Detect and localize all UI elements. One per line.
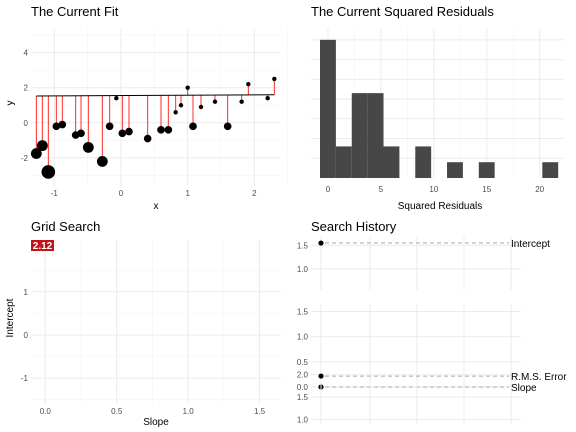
x-tick-label: 0 — [326, 185, 331, 194]
data-point — [52, 122, 61, 131]
data-point — [212, 99, 218, 104]
history-series-label: R.M.S. Error — [511, 372, 567, 383]
squared-residuals-title: The Current Squared Residuals — [311, 4, 494, 19]
data-point — [265, 96, 270, 101]
y-tick-label: -1 — [21, 374, 29, 383]
data-point — [164, 126, 173, 134]
x-tick-label: 0 — [119, 189, 124, 198]
data-point — [272, 76, 277, 82]
data-point — [96, 156, 108, 167]
current-fit-panel: The Current Fit x y -1 0 1 2 -2 0 2 4 — [5, 4, 288, 212]
histogram-bar — [447, 162, 463, 178]
data-point — [105, 122, 114, 131]
x-tick-label: -1 — [51, 189, 59, 198]
y-tick-label: 0 — [24, 119, 29, 128]
data-point — [157, 126, 165, 134]
x-tick-label: 1 — [185, 189, 190, 198]
histogram-bar — [415, 146, 432, 178]
data-point — [185, 85, 190, 90]
history-series-label: Slope — [511, 383, 537, 394]
y-tick-label: 1.0 — [297, 416, 309, 425]
grid-search-xlabel: Slope — [143, 417, 169, 428]
data-point — [189, 122, 197, 131]
y-tick-label: 0.5 — [297, 358, 309, 367]
squared-residuals-panel: The Current Squared Residuals Squared Re… — [311, 4, 564, 212]
data-point — [114, 96, 119, 101]
data-point — [118, 129, 127, 138]
y-tick-label: 0.0 — [297, 383, 309, 392]
y-tick-label: 2 — [24, 84, 29, 93]
y-tick-label: 0 — [24, 331, 29, 340]
x-tick-label: 10 — [429, 185, 438, 194]
history-row-0: 1.0 1.5 Intercept — [297, 236, 550, 290]
data-point — [125, 127, 133, 136]
history-row-2: 1.0 1.5 2.0 R.M.S. Error — [297, 368, 567, 425]
x-tick-label: 0.0 — [40, 407, 52, 416]
search-history-title: Search History — [311, 219, 397, 234]
y-tick-label: 1.0 — [297, 265, 309, 274]
x-tick-label: 20 — [535, 185, 544, 194]
data-point — [143, 134, 152, 143]
y-tick-label: 1.5 — [297, 241, 309, 250]
x-tick-label: 5 — [379, 185, 384, 194]
y-tick-label: 1.0 — [297, 333, 309, 342]
y-tick-label: 1.5 — [297, 308, 309, 317]
y-tick-label: 2.0 — [297, 371, 309, 380]
current-fit-xlabel: x — [154, 201, 159, 212]
history-point — [318, 373, 324, 379]
histogram-bar — [367, 93, 384, 178]
data-point — [173, 110, 178, 115]
x-tick-label: 1.0 — [183, 407, 195, 416]
y-tick-label: 4 — [24, 49, 29, 58]
data-point — [30, 148, 42, 159]
data-point — [58, 120, 67, 129]
history-series-label: Intercept — [511, 239, 550, 250]
x-tick-label: 0.5 — [111, 407, 123, 416]
current-fit-title: The Current Fit — [31, 4, 119, 19]
histogram-bar — [383, 146, 400, 178]
histogram-bar — [478, 162, 495, 178]
x-tick-label: 1.5 — [254, 407, 266, 416]
rms-badge-label: 2.12 — [33, 241, 53, 252]
data-point — [246, 81, 251, 87]
search-history-panel: Search History 1.01.5 Intercept0.00.51.01… — [297, 219, 567, 425]
fit-line — [36, 94, 275, 97]
data-point — [198, 104, 204, 110]
rms-badge — [31, 240, 54, 251]
data-point — [178, 103, 184, 108]
data-point — [36, 140, 48, 152]
grid-search-panel: Grid Search Slope Intercept 0.0 0.5 1.0 1.5… — [5, 219, 281, 428]
data-point — [41, 165, 56, 179]
x-tick-label: 15 — [482, 185, 491, 194]
data-point — [239, 99, 244, 104]
history-point — [318, 240, 324, 246]
data-point — [77, 129, 85, 138]
histogram-bar — [542, 162, 559, 178]
histogram-bar — [351, 93, 368, 178]
squared-residuals-xlabel: Squared Residuals — [398, 201, 483, 212]
y-tick-label: 1 — [24, 288, 29, 297]
histogram-bar — [335, 146, 352, 178]
grid-search-title: Grid Search — [31, 219, 100, 234]
data-point — [223, 122, 232, 131]
y-tick-label: 1.5 — [297, 393, 309, 402]
grid-search-ylabel: Intercept — [5, 298, 16, 337]
data-point — [82, 141, 94, 153]
histogram-bar — [319, 39, 336, 179]
y-tick-label: -2 — [21, 154, 29, 163]
x-tick-label: 2 — [252, 189, 257, 198]
current-fit-ylabel: y — [5, 101, 16, 106]
